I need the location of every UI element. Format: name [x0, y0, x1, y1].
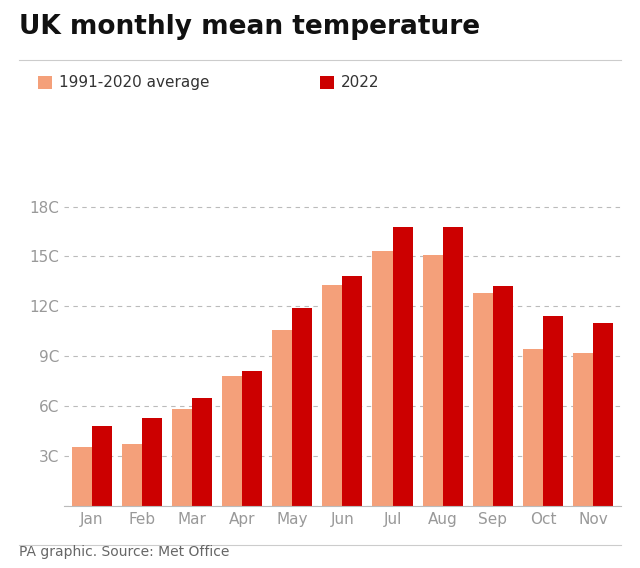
Bar — [323, 285, 342, 506]
Bar — [493, 286, 513, 506]
Text: PA graphic. Source: Met Office: PA graphic. Source: Met Office — [19, 545, 230, 559]
Bar — [292, 308, 312, 506]
Bar — [543, 316, 563, 506]
Bar — [372, 252, 392, 506]
Text: 2022: 2022 — [340, 75, 379, 90]
Bar — [72, 448, 92, 506]
Bar — [141, 417, 162, 506]
Bar — [443, 227, 463, 506]
Bar — [272, 329, 292, 506]
Bar — [473, 293, 493, 506]
Bar — [122, 444, 141, 506]
Bar — [593, 323, 613, 506]
Text: UK monthly mean temperature: UK monthly mean temperature — [19, 14, 481, 40]
Bar — [172, 409, 192, 506]
Bar — [242, 371, 262, 506]
Bar — [92, 426, 111, 506]
Bar — [192, 398, 212, 506]
Bar — [523, 349, 543, 506]
Bar — [573, 353, 593, 506]
Bar — [222, 376, 242, 506]
Bar — [342, 277, 362, 506]
Bar — [392, 227, 413, 506]
Bar — [422, 255, 443, 506]
Text: 1991-2020 average: 1991-2020 average — [59, 75, 209, 90]
